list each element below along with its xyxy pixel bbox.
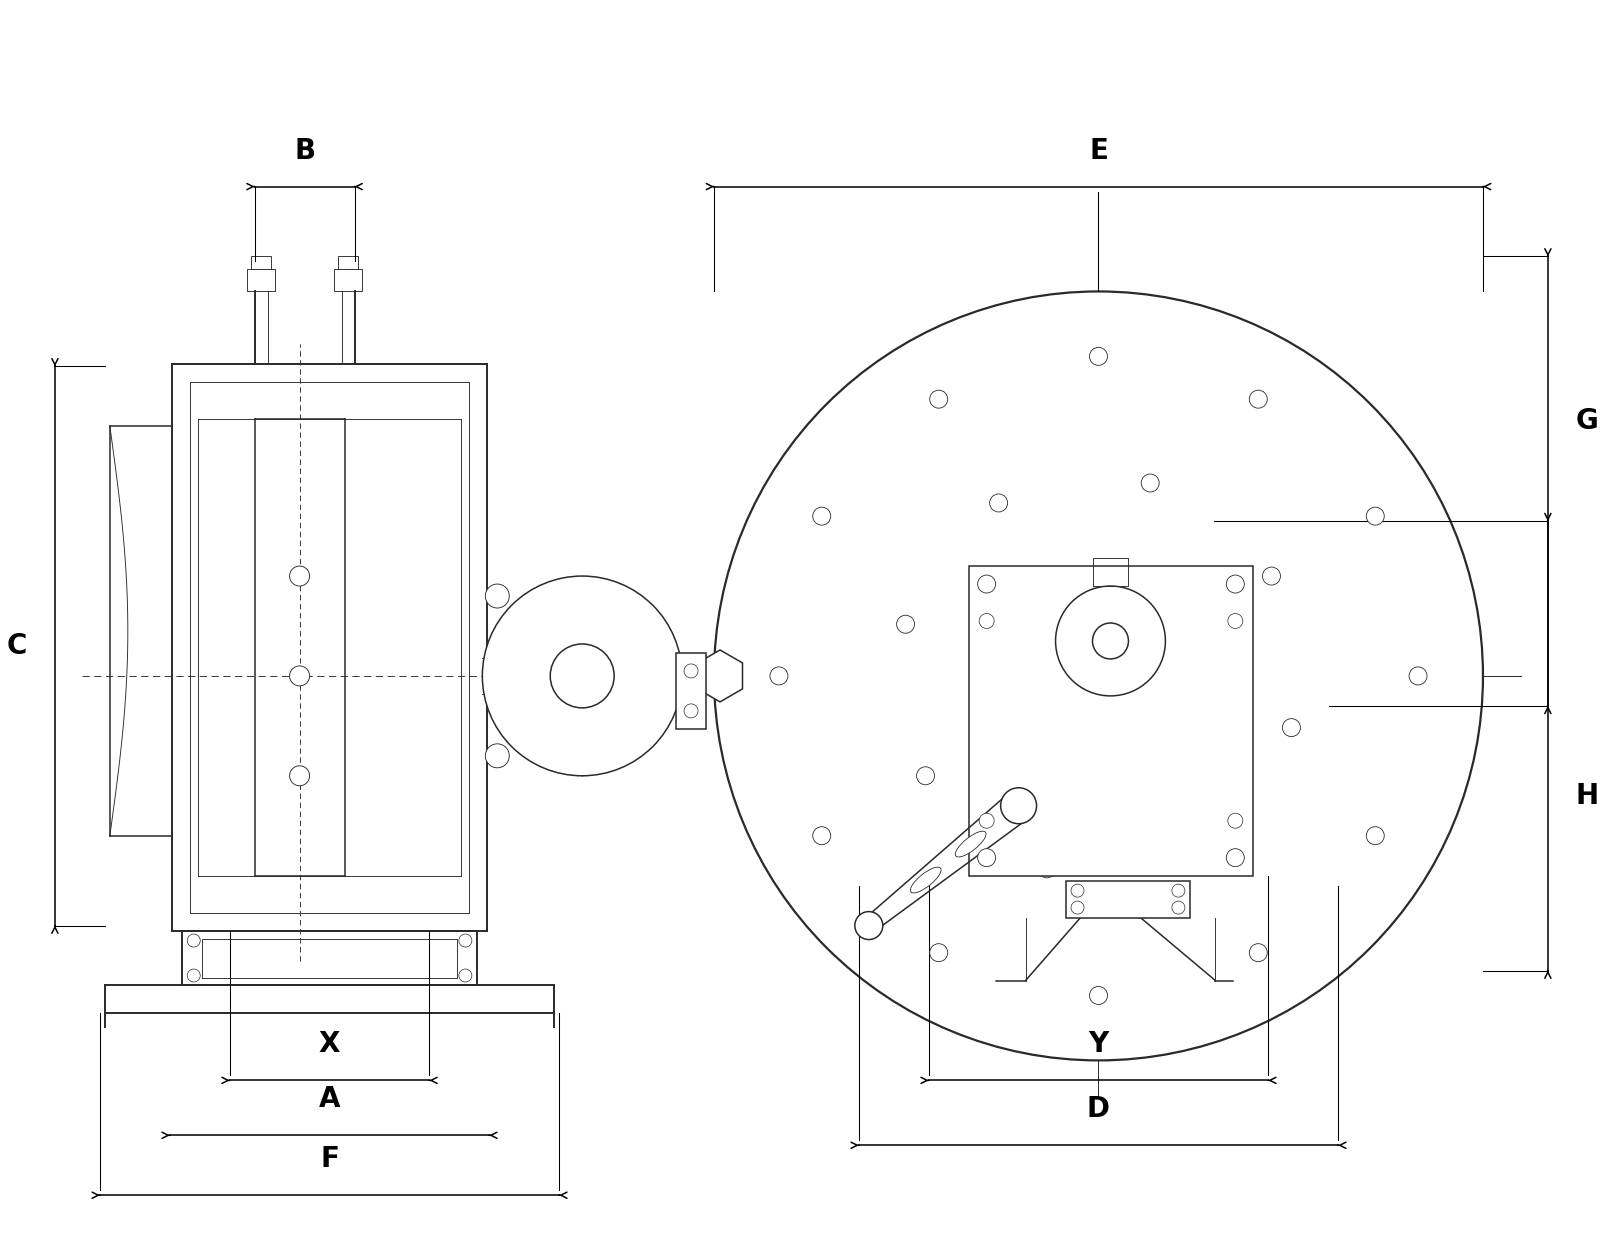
Circle shape bbox=[1171, 901, 1186, 915]
Bar bbox=[334, 269, 362, 292]
Circle shape bbox=[482, 576, 682, 776]
Circle shape bbox=[290, 766, 309, 786]
Bar bbox=[338, 256, 358, 269]
Circle shape bbox=[813, 827, 830, 844]
Circle shape bbox=[1056, 586, 1165, 696]
Ellipse shape bbox=[910, 868, 941, 892]
Text: G: G bbox=[1576, 408, 1598, 435]
Circle shape bbox=[485, 585, 509, 608]
Circle shape bbox=[485, 744, 509, 768]
Circle shape bbox=[290, 666, 309, 686]
Circle shape bbox=[1227, 613, 1243, 628]
Polygon shape bbox=[698, 650, 742, 702]
Circle shape bbox=[1070, 884, 1085, 897]
Circle shape bbox=[1093, 623, 1128, 659]
Circle shape bbox=[1189, 840, 1208, 858]
Circle shape bbox=[813, 507, 830, 525]
Circle shape bbox=[187, 969, 200, 983]
Circle shape bbox=[978, 575, 995, 593]
Circle shape bbox=[1171, 884, 1186, 897]
Circle shape bbox=[1283, 718, 1301, 737]
Text: E: E bbox=[1090, 137, 1107, 164]
Circle shape bbox=[685, 664, 698, 677]
Circle shape bbox=[685, 703, 698, 718]
Circle shape bbox=[930, 391, 947, 408]
Circle shape bbox=[1366, 507, 1384, 525]
Circle shape bbox=[1141, 475, 1158, 492]
Circle shape bbox=[1262, 567, 1280, 585]
Ellipse shape bbox=[955, 831, 986, 857]
Circle shape bbox=[979, 813, 994, 828]
Circle shape bbox=[854, 912, 883, 939]
Circle shape bbox=[1226, 849, 1245, 866]
Polygon shape bbox=[1083, 614, 1138, 677]
Circle shape bbox=[1250, 943, 1267, 962]
Text: B: B bbox=[294, 137, 315, 164]
Circle shape bbox=[978, 849, 995, 866]
Circle shape bbox=[1090, 347, 1107, 366]
Bar bbox=[677, 653, 706, 729]
Text: H: H bbox=[1576, 781, 1598, 810]
Bar bbox=[246, 269, 275, 292]
Circle shape bbox=[770, 667, 787, 685]
Circle shape bbox=[459, 969, 472, 983]
Circle shape bbox=[990, 494, 1008, 512]
Circle shape bbox=[1366, 827, 1384, 844]
Bar bbox=[1066, 880, 1190, 917]
Circle shape bbox=[459, 934, 472, 947]
Circle shape bbox=[917, 766, 934, 785]
Circle shape bbox=[1070, 901, 1085, 915]
Circle shape bbox=[1226, 575, 1245, 593]
Text: X: X bbox=[318, 1031, 341, 1058]
Circle shape bbox=[1227, 813, 1243, 828]
Circle shape bbox=[1250, 391, 1267, 408]
Circle shape bbox=[550, 644, 614, 708]
Text: Y: Y bbox=[1088, 1031, 1109, 1058]
Bar bbox=[968, 566, 1253, 875]
Circle shape bbox=[1410, 667, 1427, 685]
Text: C: C bbox=[6, 632, 27, 660]
Bar bbox=[251, 256, 270, 269]
Circle shape bbox=[979, 613, 994, 628]
Circle shape bbox=[896, 616, 915, 633]
Text: D: D bbox=[1086, 1095, 1110, 1124]
Circle shape bbox=[930, 943, 947, 962]
Circle shape bbox=[290, 566, 309, 586]
Circle shape bbox=[1090, 986, 1107, 1005]
Text: F: F bbox=[320, 1146, 339, 1173]
Circle shape bbox=[714, 292, 1483, 1060]
Circle shape bbox=[1000, 787, 1037, 823]
Circle shape bbox=[1038, 860, 1056, 878]
Circle shape bbox=[187, 934, 200, 947]
Text: A: A bbox=[318, 1085, 341, 1114]
